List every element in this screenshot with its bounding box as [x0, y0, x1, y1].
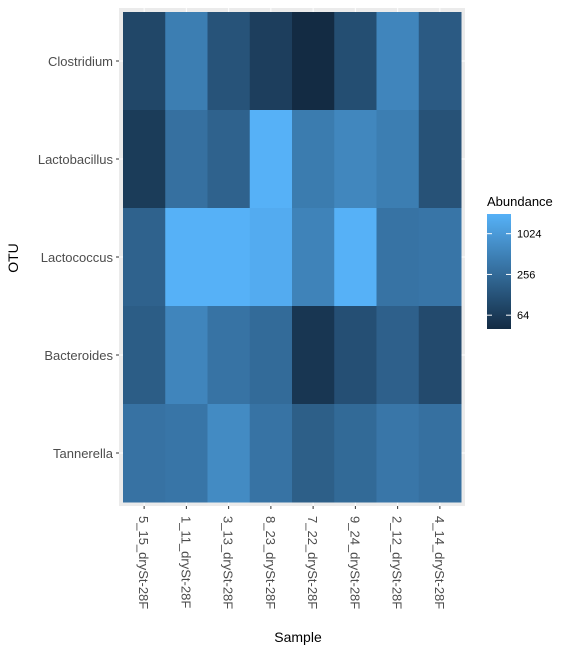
y-tick-label: Clostridium [48, 54, 113, 69]
heatmap-cell [123, 208, 166, 307]
heatmap-cell [418, 404, 462, 503]
heatmap-cell [376, 306, 420, 405]
heatmap-cell [123, 12, 166, 111]
heatmap-cell [292, 12, 335, 111]
legend-title: Abundance [487, 194, 553, 209]
x-tick-label: 5_15_drySt-28F [136, 516, 151, 609]
heatmap-cell [418, 12, 462, 111]
heatmap-cell [334, 404, 377, 503]
heatmap-cell [165, 306, 208, 405]
legend-ticks: 64 256 1024 [487, 229, 541, 322]
x-tick-label: 3_13_drySt-28F [221, 516, 236, 609]
heatmap-cell [207, 110, 251, 209]
heatmap-cell [207, 208, 251, 307]
heatmap-cell [207, 306, 251, 405]
legend: Abundance 64 256 1024 [487, 194, 553, 329]
heatmap-cell [165, 404, 208, 503]
heatmap-cell [334, 208, 377, 307]
x-axis: 5_15_drySt-28F 1_11_drySt-28F 3_13_drySt-2… [136, 506, 447, 609]
x-tick-label: 8_23_drySt-28F [263, 516, 278, 609]
y-tick-label: Lactobacillus [38, 152, 114, 167]
heatmap-cell [165, 12, 208, 111]
heatmap-cells [123, 12, 462, 503]
heatmap-cell [292, 306, 335, 405]
heatmap-cell [249, 12, 293, 111]
heatmap-cell [334, 12, 377, 111]
heatmap-cell [165, 110, 208, 209]
heatmap-cell [249, 404, 293, 503]
heatmap-cell [418, 306, 462, 405]
heatmap-cell [249, 208, 293, 307]
x-tick-label: 4_14_drySt-28F [432, 516, 447, 609]
heatmap-cell [418, 110, 462, 209]
heatmap-cell [123, 404, 166, 503]
y-tick-label: Lactococcus [41, 250, 114, 265]
heatmap-cell [207, 404, 251, 503]
heatmap-cell [292, 404, 335, 503]
heatmap-cell [207, 12, 251, 111]
y-axis: Clostridium Lactobacillus Lactococcus Bacte… [38, 54, 119, 461]
heatmap-cell [376, 208, 420, 307]
x-tick-label: 7_22_drySt-28F [305, 516, 320, 609]
heatmap-cell [292, 110, 335, 209]
heatmap-cell [376, 110, 420, 209]
heatmap-cell [334, 306, 377, 405]
x-axis-title: Sample [274, 629, 322, 645]
heatmap-cell [249, 110, 293, 209]
heatmap-cell [418, 208, 462, 307]
heatmap-cell [376, 404, 420, 503]
y-tick-label: Bacteroides [44, 348, 113, 363]
heatmap-cell [123, 110, 166, 209]
legend-colorbar [487, 214, 511, 329]
x-tick-label: 2_12_drySt-28F [390, 516, 405, 609]
heatmap-cell [249, 306, 293, 405]
heatmap-cell [123, 306, 166, 405]
legend-label: 64 [517, 310, 529, 322]
y-axis-title: OTU [5, 243, 21, 273]
x-tick-label: 9_24_drySt-28F [347, 516, 362, 609]
heatmap-cell [292, 208, 335, 307]
legend-label: 1024 [517, 229, 541, 241]
x-tick-label: 1_11_drySt-28F [178, 516, 193, 608]
heatmap-cell [334, 110, 377, 209]
heatmap-cell [165, 208, 208, 307]
y-tick-label: Tannerella [53, 446, 114, 461]
heatmap-cell [376, 12, 420, 111]
legend-label: 256 [517, 269, 535, 281]
